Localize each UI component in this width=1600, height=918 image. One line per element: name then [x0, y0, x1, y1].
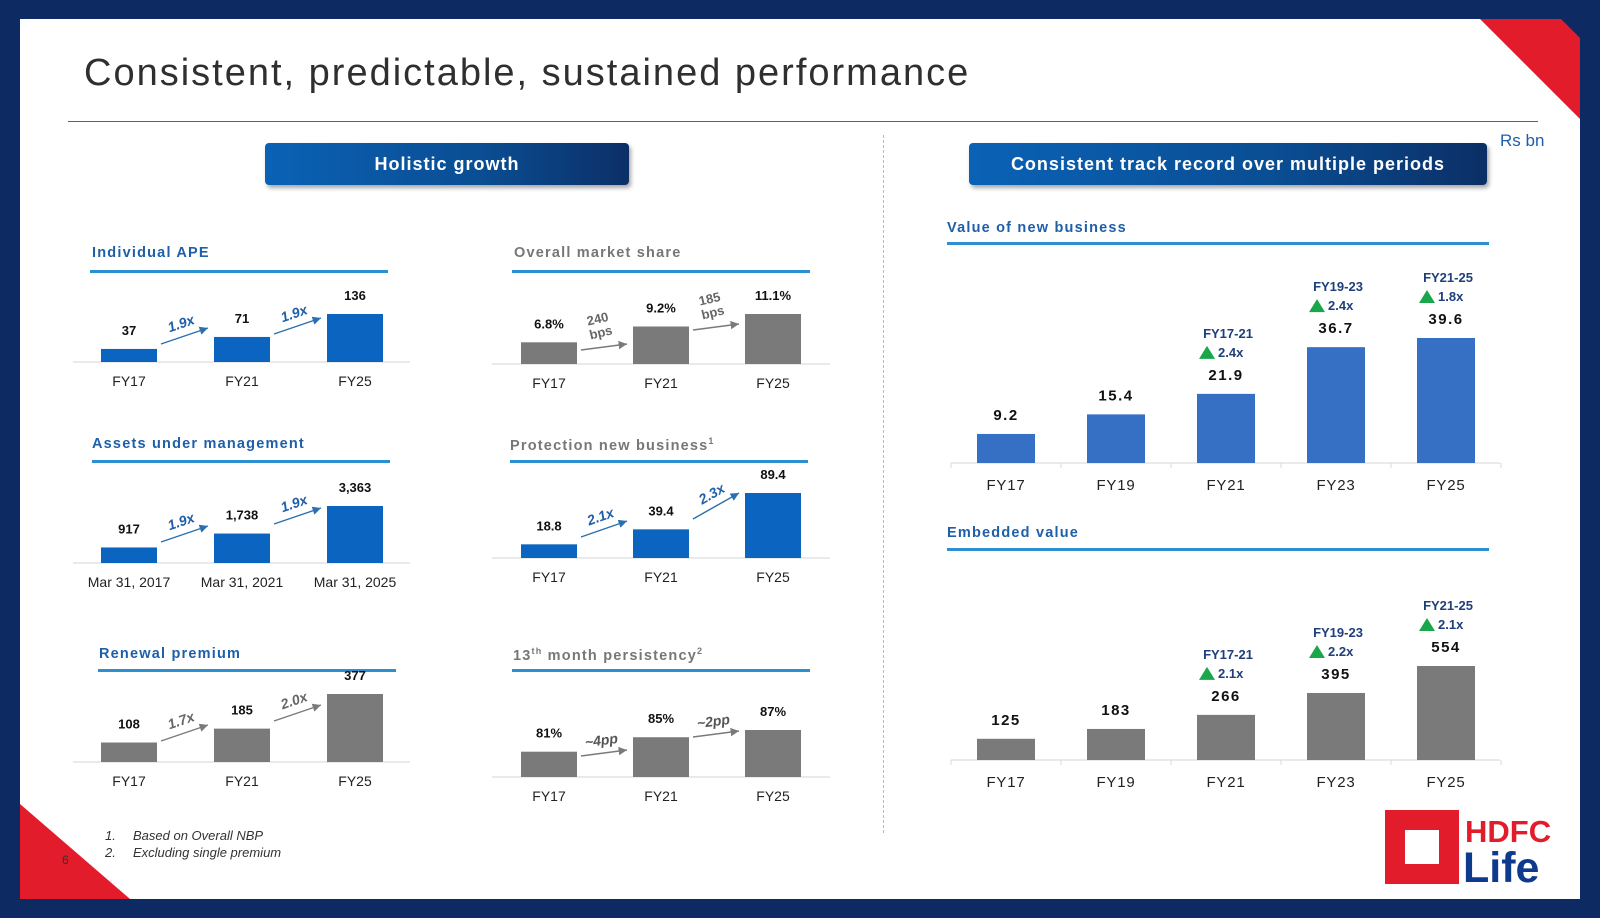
unit-label: Rs bn: [1500, 131, 1545, 150]
holistic-growth-header: Holistic growth: [265, 143, 629, 185]
page-number: 6: [62, 853, 69, 867]
corner-accent-top-right-inner: [1561, 19, 1580, 38]
assets-under-management-title: Assets under management: [92, 436, 305, 452]
individual-ape-title-rule: [90, 270, 388, 273]
protection-new-business-title-rule: [510, 460, 808, 463]
13th-month-persistency-title: 13th month persistency2: [513, 646, 704, 664]
value-of-new-business-title: Value of new business: [947, 220, 1127, 236]
renewal-premium-title: Renewal premium: [99, 646, 242, 662]
footnotes: 1. Based on Overall NBP 2. Excluding singl…: [105, 827, 281, 861]
logo-text-hdfc: HDFC: [1465, 814, 1551, 849]
corner-accent-bottom-left: [20, 804, 130, 899]
panel-divider: [883, 135, 884, 833]
page-title: Consistent, predictable, sustained perfo…: [84, 52, 971, 94]
logo-text-life: Life: [1463, 844, 1539, 886]
overall-market-share-title-rule: [512, 270, 810, 273]
footnote-1: 1. Based on Overall NBP: [105, 828, 264, 843]
title-underline: [68, 121, 1538, 122]
protection-new-business-title: Protection new business1: [510, 436, 715, 454]
renewal-premium-title-rule: [98, 669, 396, 672]
value-of-new-business-title-rule: [947, 242, 1489, 245]
logo-white-square: [1405, 830, 1439, 864]
hdfc-life-logo: HDFC Life: [1383, 808, 1563, 892]
13th-month-persistency-title-rule: [512, 669, 810, 672]
footnote-2: 2. Excluding single premium: [105, 845, 282, 860]
individual-ape-title: Individual APE: [92, 245, 210, 261]
track-record-header: Consistent track record over multiple pe…: [969, 143, 1487, 185]
assets-under-management-title-rule: [92, 460, 390, 463]
embedded-value-title: Embedded value: [947, 525, 1080, 541]
frame-bottom-band: [0, 898, 1600, 918]
embedded-value-title-rule: [947, 548, 1489, 551]
overall-market-share-title: Overall market share: [514, 245, 682, 261]
